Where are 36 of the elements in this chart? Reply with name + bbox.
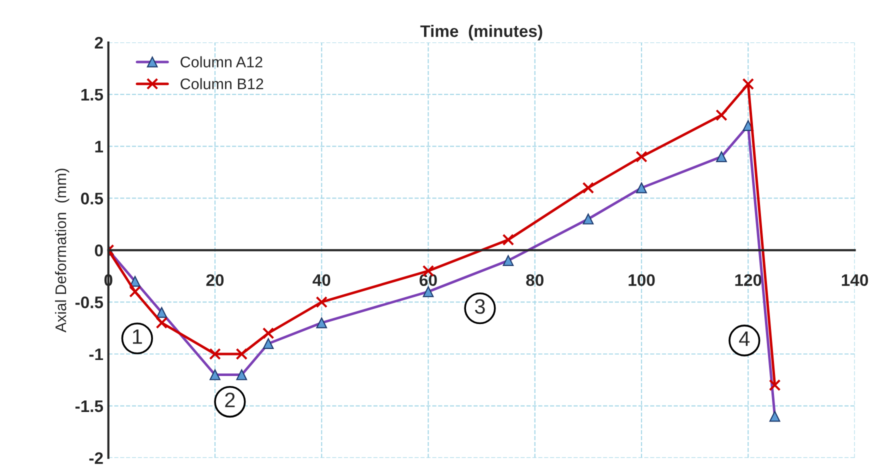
y-tick-label: -1: [89, 348, 104, 360]
annotation: 4: [739, 332, 750, 346]
point: [129, 286, 141, 298]
y-tick-label: 2: [94, 36, 103, 49]
y-axis-title: Axial Deformation (mm): [55, 168, 70, 332]
x-tick-label: 60: [420, 274, 437, 286]
point: [156, 316, 168, 329]
x-tick-label: 80: [526, 274, 544, 286]
x-tick-label: 140: [842, 274, 868, 286]
point: [262, 327, 274, 340]
x-tick-label: 100: [628, 274, 655, 286]
point: [236, 348, 248, 360]
legend-label: Column A12: [180, 56, 262, 68]
point: [742, 78, 754, 90]
y-tick-label: -2: [89, 452, 103, 464]
y-tick-label: 1.5: [81, 88, 104, 101]
x-tick-label: 120: [735, 274, 762, 286]
point: [636, 150, 648, 163]
x-tick-label: 20: [206, 274, 224, 286]
y-tick-label: 1: [95, 140, 104, 152]
x-axis-title: Time (minutes): [420, 24, 542, 40]
point: [768, 379, 781, 392]
x-tick-label: 40: [312, 274, 330, 286]
legend-label: Column B12: [180, 78, 264, 90]
point: [716, 109, 728, 122]
point: [209, 348, 221, 360]
point: [316, 296, 328, 308]
point: [502, 234, 514, 246]
point: [582, 182, 594, 194]
annotation: 2: [225, 392, 235, 408]
y-tick-label: -0.5: [75, 296, 104, 308]
y-tick-label: 0: [94, 244, 103, 256]
annotation: 1: [132, 329, 142, 344]
annotation: 3: [474, 299, 485, 314]
y-tick-label: 0.5: [81, 192, 104, 204]
y-tick-label: -1.5: [75, 400, 104, 412]
